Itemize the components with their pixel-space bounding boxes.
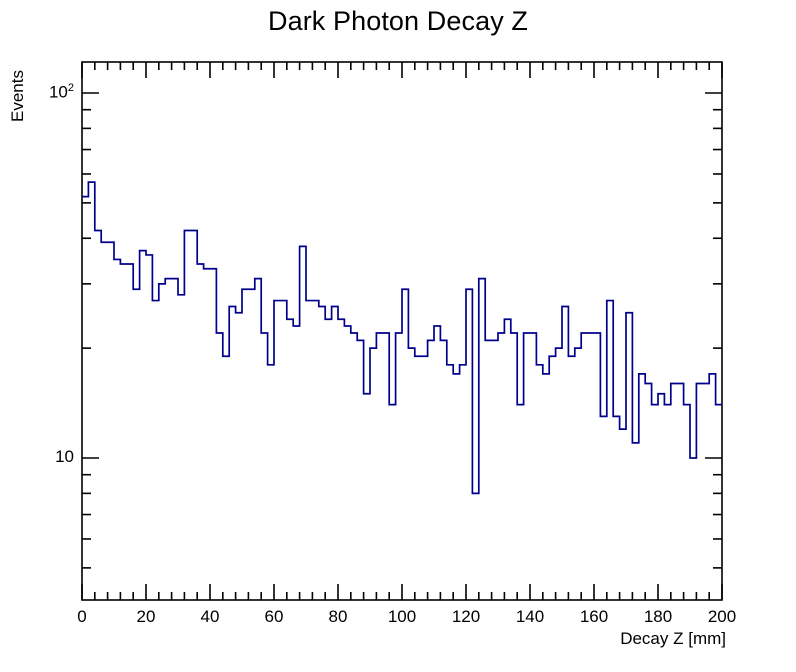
x-tick-label-80: 80 [328,607,348,626]
x-tick-label-100: 100 [387,607,417,626]
x-tick-label-20: 20 [136,607,156,626]
y-tick-label-10: 10 [55,447,74,466]
x-tick-label-200: 200 [707,607,737,626]
x-tick-label-40: 40 [200,607,220,626]
x-tick-label-160: 160 [579,607,609,626]
x-axis-title: Decay Z [mm] [620,629,726,648]
y-axis-ticks [82,92,722,569]
x-tick-label-140: 140 [515,607,545,626]
page-title: Dark Photon Decay Z [267,6,528,36]
x-tick-label-0: 0 [77,607,87,626]
histogram-series [82,181,722,495]
y-tick-label-100: 102 [48,82,74,102]
x-tick-label-120: 120 [451,607,481,626]
x-axis-ticks [81,62,723,600]
x-tick-label-180: 180 [643,607,673,626]
x-tick-label-60: 60 [264,607,284,626]
